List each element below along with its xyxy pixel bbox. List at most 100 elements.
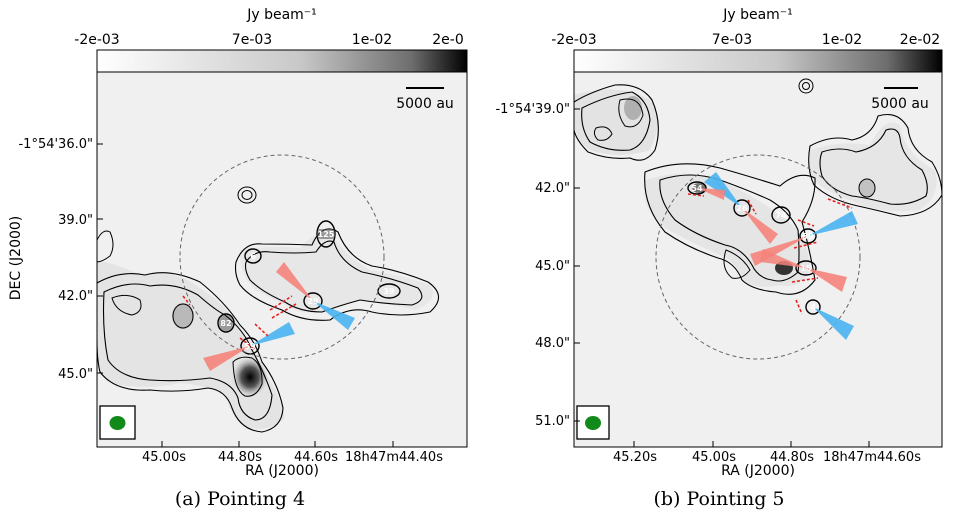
source-contour xyxy=(217,313,235,333)
axis-ticks xyxy=(97,143,394,447)
scale-bar-label: 5000 au xyxy=(396,96,454,112)
dec-tick-label: 45.0" xyxy=(58,367,93,382)
colorbar xyxy=(96,49,468,73)
contour-line xyxy=(234,228,440,321)
colorbar-title: Jy beam⁻¹ xyxy=(722,7,793,23)
ra-tick-label: 44.80s xyxy=(218,450,262,465)
colorbar xyxy=(573,49,943,73)
colorbar-tick-label: 1e-02 xyxy=(822,32,862,48)
beam-ellipse xyxy=(585,416,601,430)
ra-tick-label: 44.80s xyxy=(770,450,814,465)
source-contour xyxy=(798,78,814,94)
ra-axis-label: RA (J2000) xyxy=(721,463,795,479)
source-label: 59 xyxy=(802,232,814,241)
source-label: 74 xyxy=(775,211,787,220)
ra-tick-label: 44.60s xyxy=(294,450,338,465)
map-image: 54 26 74 59 15 4 5000 au xyxy=(574,72,942,447)
source-contour xyxy=(237,186,257,204)
dec-tick-label: 51.0" xyxy=(535,414,570,429)
dec-tick-label: -1°54'36.0" xyxy=(18,137,93,152)
dec-tick-label: 42.0" xyxy=(535,181,570,196)
source-label: 59 xyxy=(244,342,256,351)
colorbar-tick-label: 1e-02 xyxy=(352,32,392,48)
source-contour xyxy=(377,283,401,299)
source-contour xyxy=(802,82,810,90)
map-frame xyxy=(96,71,468,448)
redshifted-outflow-lobe xyxy=(742,208,778,244)
map-frame xyxy=(573,71,943,448)
source-label: 26 xyxy=(736,204,748,213)
contour-line xyxy=(232,356,263,397)
contour-line xyxy=(593,126,613,141)
blueshifted-outflow-lobe xyxy=(313,301,355,330)
dec-tick-label: 48.0" xyxy=(535,336,570,351)
scale-bar-label: 5000 au xyxy=(871,96,929,112)
source-label: 4 xyxy=(810,303,816,312)
source-contour xyxy=(733,199,751,217)
ra-axis-label: RA (J2000) xyxy=(245,463,319,479)
colorbar-tick-label: -2e-03 xyxy=(74,32,119,48)
contour-line xyxy=(808,113,942,217)
source-contour xyxy=(241,190,253,200)
source-label: 29 xyxy=(307,297,319,306)
source-contour xyxy=(244,248,262,264)
source-contour xyxy=(771,206,791,224)
colorbar-tick-labels: -2e-03 7e-03 1e-02 2e-0 xyxy=(74,32,463,48)
blueshifted-outflow-lobe xyxy=(813,307,854,340)
source-label: 15 xyxy=(800,264,812,273)
contour-line xyxy=(111,294,142,316)
contour-line xyxy=(574,84,659,161)
redshifted-outflow-lobe xyxy=(806,268,847,292)
dec-tick-label: 39.0" xyxy=(58,213,93,228)
contour-line xyxy=(581,91,651,151)
contour-line xyxy=(723,249,751,279)
dec-tick-label: 45.0" xyxy=(535,259,570,274)
ra-tick-label: 45.00s xyxy=(692,450,736,465)
source-contour xyxy=(687,181,707,195)
contour-line xyxy=(618,98,644,128)
colorbar-tick-label: 2e-0 xyxy=(432,32,463,48)
ra-tick-label: 45.20s xyxy=(613,450,657,465)
contour-line xyxy=(172,303,194,329)
dec-tick-label: -1°54'39.0" xyxy=(495,102,570,117)
colorbar-tick-label: 7e-03 xyxy=(712,32,752,48)
panel-caption: (b) Pointing 5 xyxy=(653,488,785,510)
axis-ticks xyxy=(574,108,870,447)
panel-caption: (a) Pointing 4 xyxy=(174,488,306,510)
ra-tick-label: 18h47m44.60s xyxy=(823,450,921,465)
beam-ellipse xyxy=(109,416,126,430)
contour-line xyxy=(244,240,423,313)
colorbar-tick-labels: -2e-03 7e-03 1e-02 2e-02 xyxy=(551,32,940,48)
primary-beam-circle xyxy=(179,154,385,360)
source-label: 82 xyxy=(220,319,231,328)
source-contour xyxy=(799,228,817,244)
colorbar-tick-label: 2e-02 xyxy=(900,32,940,48)
source-contour xyxy=(805,299,821,315)
contour-line xyxy=(644,163,816,295)
map-image: 125 6 29 39 59 82 5000 au xyxy=(97,72,467,447)
ra-tick-label: 18h47m44.40s xyxy=(345,450,443,465)
source-label: 39 xyxy=(383,287,395,296)
source-contour xyxy=(795,260,817,276)
colorbar-tick-label: -2e-03 xyxy=(551,32,596,48)
redshifted-outflow-lobe xyxy=(276,262,313,301)
panel-pointing-5: Jy beam⁻¹ -2e-03 7e-03 1e-02 2e-02 xyxy=(480,0,958,519)
dec-axis-label: DEC (J2000) xyxy=(8,216,24,301)
primary-beam-circle xyxy=(655,154,861,360)
colorbar-title: Jy beam⁻¹ xyxy=(246,7,317,23)
contour-line xyxy=(102,283,273,421)
redshifted-outflow-lobe xyxy=(760,249,806,268)
contour-line xyxy=(819,128,928,205)
source-label: 6 xyxy=(250,252,256,261)
blueshifted-outflow-lobe xyxy=(808,211,858,236)
blueshifted-outflow-lobe xyxy=(250,322,295,346)
contour-line xyxy=(659,174,800,282)
ra-tick-label: 45.00s xyxy=(142,450,186,465)
panel-pointing-4: Jy beam⁻¹ -2e-03 7e-03 1e-02 2e-0 xyxy=(0,0,480,519)
source-label: 125 xyxy=(318,230,335,239)
contour-line xyxy=(97,272,284,433)
outflow-ticks xyxy=(687,193,853,315)
colorbar-tick-label: 7e-03 xyxy=(232,32,272,48)
outflow-ticks xyxy=(182,295,297,351)
source-label: 54 xyxy=(691,184,703,193)
